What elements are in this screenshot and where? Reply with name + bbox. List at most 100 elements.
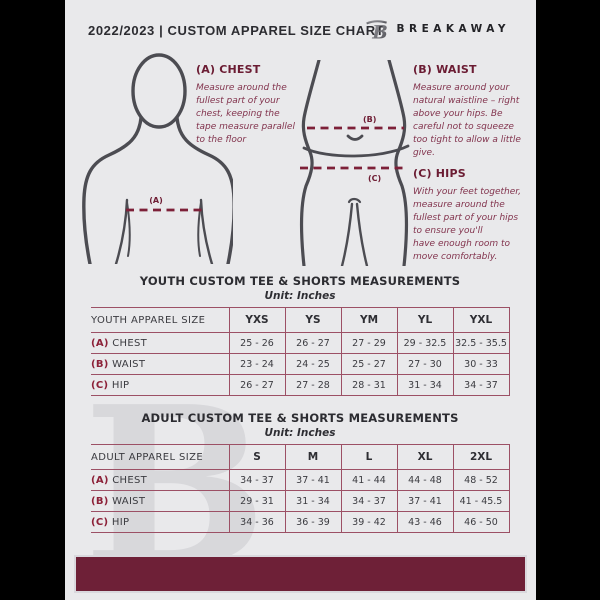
table-cell: 26 - 27 [228,374,285,396]
table-cell: 31 - 34 [396,374,453,396]
column-header: YXS [228,307,285,333]
table-cell: 27 - 30 [396,353,453,375]
row-prefix: (C) [91,379,109,391]
head-outline [131,53,187,129]
waist-body-text: Measure around your natural waistline – … [413,83,521,159]
column-header: M [284,444,341,470]
column-header: XL [396,444,453,470]
size-chart-page: 2022/2023 | CUSTOM APPAREL SIZE CHART B … [65,0,536,600]
left-inner-leg [340,202,354,266]
table-cell: 34 - 36 [228,511,285,533]
chest-line-label: (A) [149,196,163,205]
table-header-row: ADULT APPAREL SIZE S M L XL 2XL [91,444,510,470]
navel-mark [346,134,364,141]
column-header: YXL [452,307,510,333]
row-prefix: (B) [91,495,109,507]
table-cell: 39 - 42 [340,511,397,533]
row-label: (B) WAIST [91,491,229,512]
table-cell: 48 - 52 [452,469,510,491]
right-chest-line-inner [197,201,202,257]
logo-letter: B [372,23,389,42]
row-label: (B) WAIST [91,354,229,375]
column-header: YS [284,307,341,333]
adult-table-unit: Unit: Inches [264,427,336,439]
right-body-outline [387,60,409,266]
table-cell: 34 - 37 [340,490,397,512]
table-row: (B) WAIST 23 - 24 24 - 25 25 - 27 27 - 3… [91,353,510,375]
row-name: CHEST [112,337,148,349]
youth-table-title: YOUTH CUSTOM TEE & SHORTS MEASUREMENTS [139,274,461,288]
table-cell: 32.5 - 35.5 [452,332,510,354]
row-name: HIP [111,379,130,391]
table-cell: 41 - 45.5 [452,490,510,512]
column-header: L [340,444,397,470]
footer-accent-bar [74,555,527,593]
table-cell: 31 - 34 [284,490,341,512]
table-cell: 37 - 41 [284,469,341,491]
table-cell: 28 - 31 [340,374,397,396]
row-label: (A) CHEST [91,333,229,354]
column-header: ADULT APPAREL SIZE [91,451,204,463]
table-cell: 26 - 27 [284,332,341,354]
row-prefix: (B) [91,358,109,370]
table-cell: 29 - 31 [228,490,285,512]
table-cell: 34 - 37 [228,469,285,491]
youth-section: YOUTH CUSTOM TEE & SHORTS MEASUREMENTS U… [91,274,510,396]
table-cell: 27 - 29 [340,332,397,354]
row-prefix: (A) [91,474,109,486]
table-cell: 37 - 41 [396,490,453,512]
table-cell: 46 - 50 [452,511,510,533]
row-name: HIP [111,516,130,528]
table-row: (A) CHEST 34 - 37 37 - 41 41 - 44 44 - 4… [91,469,510,491]
row-name: WAIST [112,495,146,507]
crotch-line [347,197,362,204]
left-body-outline [299,60,321,266]
hip-curve-line [302,144,410,158]
waist-line-label: (B) [363,115,376,124]
adult-table-title: ADULT CUSTOM TEE & SHORTS MEASUREMENTS [141,411,459,425]
table-cell: 24 - 25 [284,353,341,375]
waist-instructions: (B) WAIST Measure around your natural wa… [413,63,527,160]
column-header: S [228,444,285,470]
left-shoulder-arm [82,116,143,264]
upper-body-diagram: (A) [82,53,233,264]
table-row: (A) CHEST 25 - 26 26 - 27 27 - 29 29 - 3… [91,332,510,354]
table-cell: 25 - 26 [228,332,285,354]
hips-heading: (C) HIPS [413,167,466,180]
row-prefix: (C) [91,516,109,528]
row-name: CHEST [112,474,148,486]
table-cell: 41 - 44 [340,469,397,491]
youth-size-table: YOUTH APPAREL SIZE YXS YS YM YL YXL (A) … [91,307,510,396]
table-row: (B) WAIST 29 - 31 31 - 34 34 - 37 37 - 4… [91,490,510,512]
right-shoulder-arm [175,116,233,264]
lower-body-diagram: (B) (C) [299,60,410,266]
chest-instructions: (A) CHEST Measure around the fullest par… [196,63,300,147]
right-inner-leg [355,202,369,266]
table-cell: 23 - 24 [228,353,285,375]
row-label: (C) HIP [91,512,229,533]
left-chest-line-inner [126,201,131,257]
youth-table-unit: Unit: Inches [264,290,336,302]
chest-body-text: Measure around the fullest part of your … [196,83,295,146]
table-row: (C) HIP 34 - 36 36 - 39 39 - 42 43 - 46 … [91,511,510,533]
waist-heading: (B) WAIST [413,63,477,76]
brand-name: BREAKAWAY [396,23,510,35]
hips-line-label: (C) [368,174,381,183]
left-chest-line [114,198,129,264]
table-cell: 34 - 37 [452,374,510,396]
table-row: (C) HIP 26 - 27 27 - 28 28 - 31 31 - 34 … [91,374,510,396]
column-header: YL [396,307,453,333]
adult-size-table: ADULT APPAREL SIZE S M L XL 2XL (A) CHES… [91,444,510,533]
row-prefix: (A) [91,337,109,349]
adult-section: ADULT CUSTOM TEE & SHORTS MEASUREMENTS U… [91,411,510,533]
right-chest-line [199,198,214,264]
chest-heading: (A) CHEST [196,63,261,76]
column-header: YM [340,307,397,333]
hips-instructions: (C) HIPS With your feet together, measur… [413,167,527,264]
table-header-row: YOUTH APPAREL SIZE YXS YS YM YL YXL [91,307,510,333]
brand-lockup: B BREAKAWAY [365,16,510,42]
row-label: (A) CHEST [91,470,229,491]
hips-body-text: With your feet together, measure around … [413,187,522,263]
table-cell: 43 - 46 [396,511,453,533]
row-name: WAIST [112,358,146,370]
